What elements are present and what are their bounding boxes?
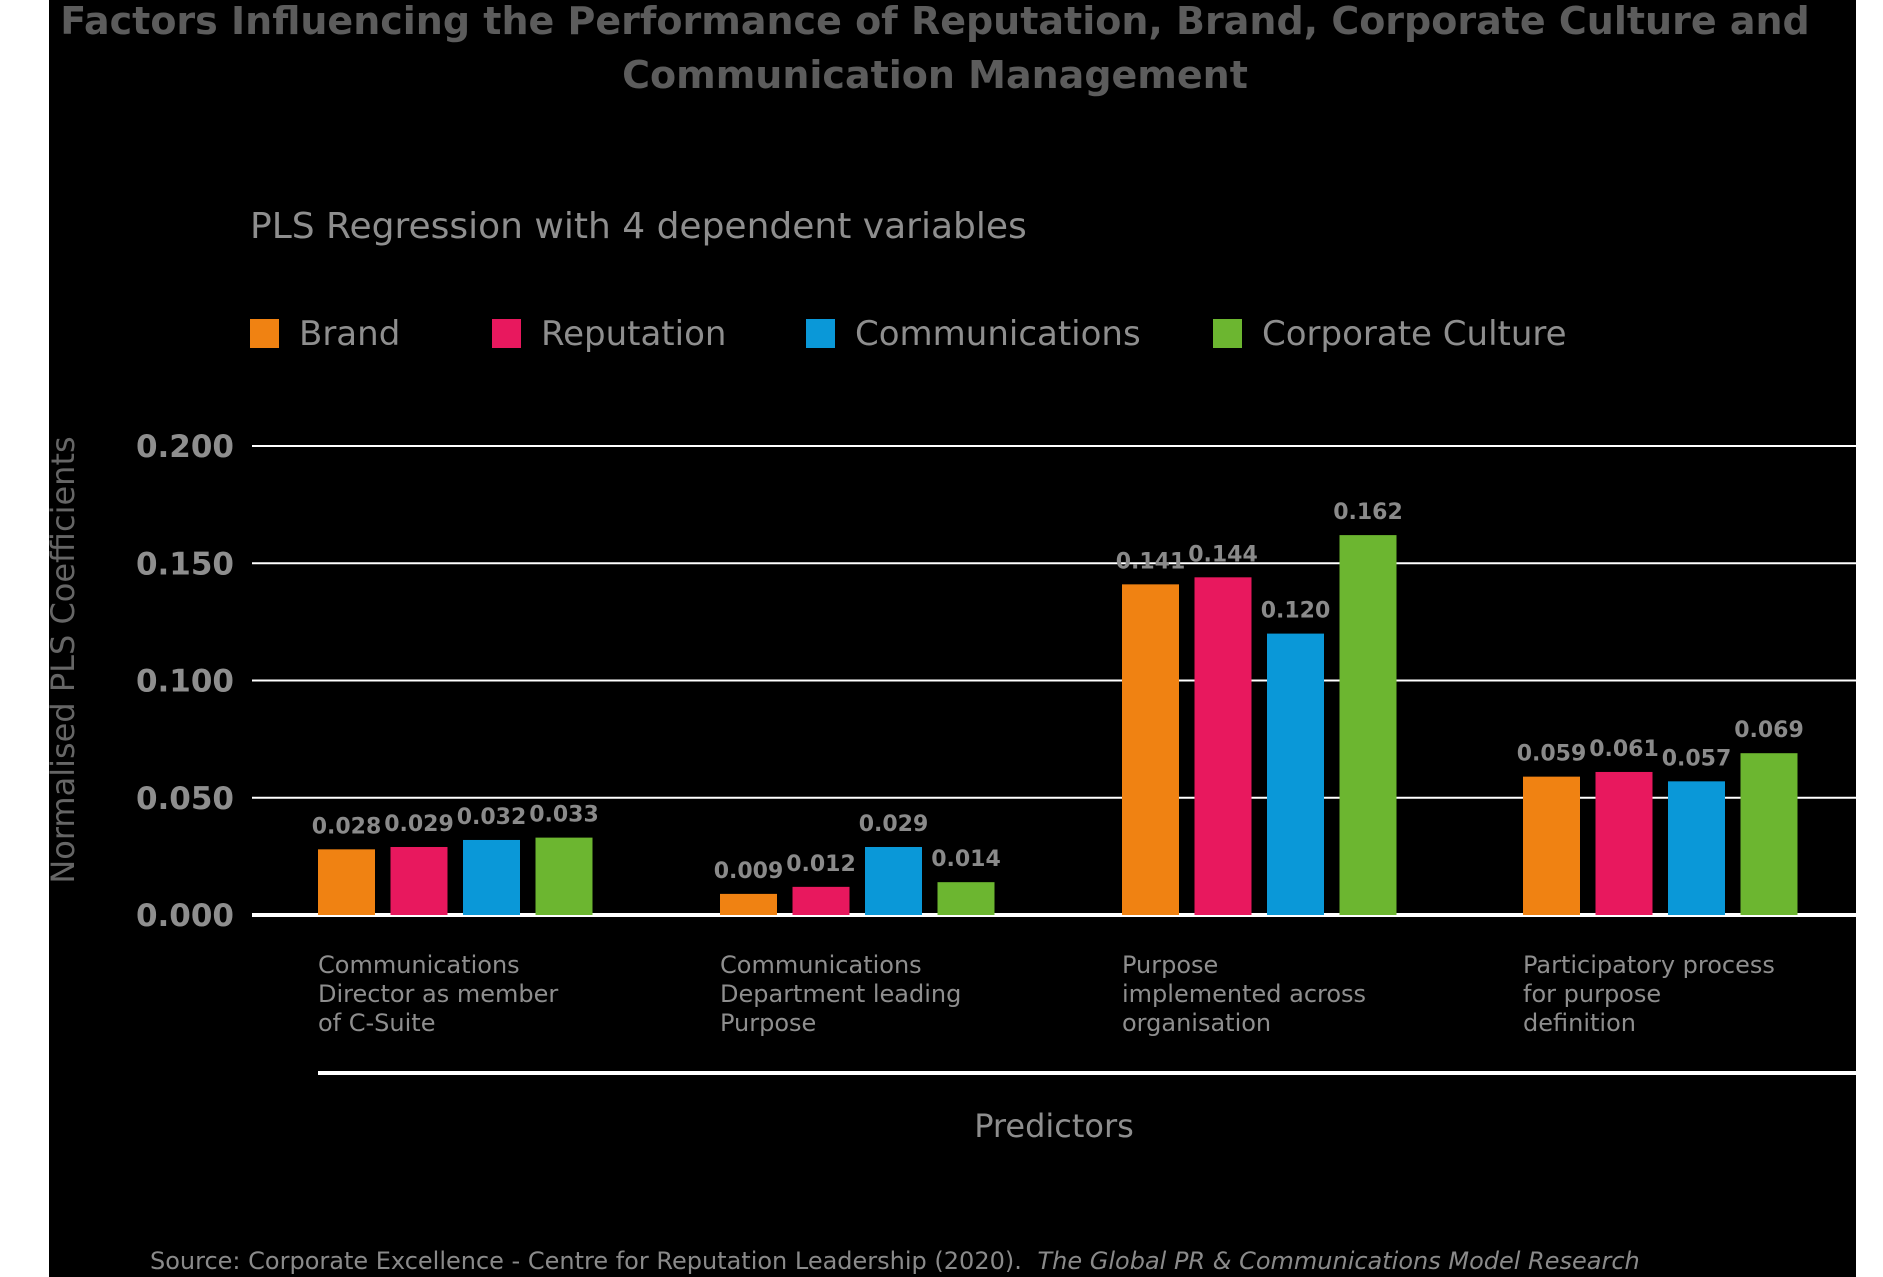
legend-label-brand: Brand bbox=[299, 314, 400, 354]
y-tick-label: 0.200 bbox=[136, 429, 234, 465]
category-label-line: Purpose bbox=[1122, 951, 1218, 979]
category-label-line: Communications bbox=[720, 951, 922, 979]
bar-reputation bbox=[390, 846, 448, 915]
category-label-line: definition bbox=[1523, 1009, 1636, 1037]
category-label: Communications Department leading Purpose bbox=[720, 951, 961, 1037]
legend: Brand Reputation Communications Corporate C… bbox=[250, 314, 1567, 354]
bar-reputation bbox=[792, 886, 850, 915]
data-label: 0.120 bbox=[1261, 599, 1331, 624]
category-label-line: Director as member bbox=[318, 980, 558, 1008]
x-axis-label: Predictors bbox=[974, 1107, 1134, 1145]
data-label: 0.012 bbox=[786, 852, 856, 877]
bar-reputation bbox=[1194, 577, 1252, 915]
source-note: Source: Corporate Excellence - Centre fo… bbox=[150, 1247, 1640, 1275]
bar-corporate-culture bbox=[1339, 535, 1397, 915]
bar-reputation bbox=[1595, 771, 1653, 915]
category-label: Communications Director as member of C-Sui… bbox=[318, 951, 558, 1037]
data-label: 0.069 bbox=[1734, 718, 1804, 743]
bar-corporate-culture bbox=[1740, 753, 1798, 915]
category-label-line: Purpose bbox=[720, 1009, 816, 1037]
chart-subtitle: PLS Regression with 4 dependent variable… bbox=[250, 206, 1027, 247]
legend-swatch-communications bbox=[806, 319, 835, 348]
bar-brand bbox=[1523, 776, 1580, 915]
chart-panel bbox=[49, 0, 1856, 1277]
chart-title-line-2: Communication Management bbox=[622, 53, 1248, 97]
y-axis-label: Normalised PLS Coefficients bbox=[44, 436, 82, 883]
legend-swatch-reputation bbox=[492, 319, 521, 348]
source-text: Source: Corporate Excellence - Centre fo… bbox=[150, 1247, 1022, 1275]
bars bbox=[318, 535, 1798, 915]
bar-brand bbox=[1122, 584, 1179, 915]
category-label: Participatory process for purpose definiti… bbox=[1523, 951, 1775, 1037]
source-title: The Global PR & Communications Model Res… bbox=[1038, 1247, 1640, 1275]
category-label: Purpose implemented across organisation bbox=[1122, 951, 1366, 1037]
data-label: 0.144 bbox=[1188, 542, 1258, 567]
legend-label-corporate-culture: Corporate Culture bbox=[1262, 314, 1567, 354]
legend-label-communications: Communications bbox=[855, 314, 1141, 354]
legend-label-reputation: Reputation bbox=[541, 314, 726, 354]
chart-title-line-1: Factors Influencing the Performance of R… bbox=[60, 0, 1809, 43]
data-label: 0.057 bbox=[1662, 746, 1732, 771]
legend-swatch-brand bbox=[250, 319, 279, 348]
data-label: 0.029 bbox=[384, 812, 454, 837]
data-label: 0.029 bbox=[859, 812, 929, 837]
legend-swatch-corporate-culture bbox=[1213, 319, 1242, 348]
y-tick-label: 0.050 bbox=[136, 781, 234, 817]
data-label: 0.032 bbox=[457, 805, 527, 830]
category-label-line: Communications bbox=[318, 951, 520, 979]
y-axis-ticks: 0.200 0.150 0.100 0.050 0.000 bbox=[136, 429, 234, 934]
data-label: 0.033 bbox=[529, 803, 599, 828]
category-label-line: of C-Suite bbox=[318, 1009, 435, 1037]
category-labels: Communications Director as member of C-Sui… bbox=[318, 951, 1775, 1037]
y-tick-label: 0.000 bbox=[136, 898, 234, 934]
category-label-line: organisation bbox=[1122, 1009, 1271, 1037]
data-label: 0.061 bbox=[1589, 737, 1659, 762]
bar-communications bbox=[463, 839, 520, 915]
bar-brand bbox=[720, 893, 777, 915]
bar-communications bbox=[1267, 633, 1324, 915]
bar-communications bbox=[1668, 781, 1725, 915]
gridlines bbox=[252, 445, 1856, 917]
y-tick-label: 0.150 bbox=[136, 546, 234, 582]
y-tick-label: 0.100 bbox=[136, 664, 234, 700]
category-label-line: Department leading bbox=[720, 980, 961, 1008]
data-label: 0.028 bbox=[312, 814, 382, 839]
data-label: 0.014 bbox=[931, 847, 1001, 872]
bar-corporate-culture bbox=[937, 882, 995, 915]
bar-communications bbox=[865, 846, 922, 915]
data-label: 0.009 bbox=[714, 859, 784, 884]
data-label: 0.162 bbox=[1333, 500, 1403, 525]
category-label-line: implemented across bbox=[1122, 980, 1366, 1008]
data-label: 0.141 bbox=[1116, 549, 1186, 574]
category-label-line: Participatory process bbox=[1523, 951, 1775, 979]
bar-corporate-culture bbox=[535, 837, 593, 915]
category-label-line: for purpose bbox=[1523, 980, 1661, 1008]
bar-brand bbox=[318, 849, 375, 915]
data-label: 0.059 bbox=[1517, 742, 1587, 767]
